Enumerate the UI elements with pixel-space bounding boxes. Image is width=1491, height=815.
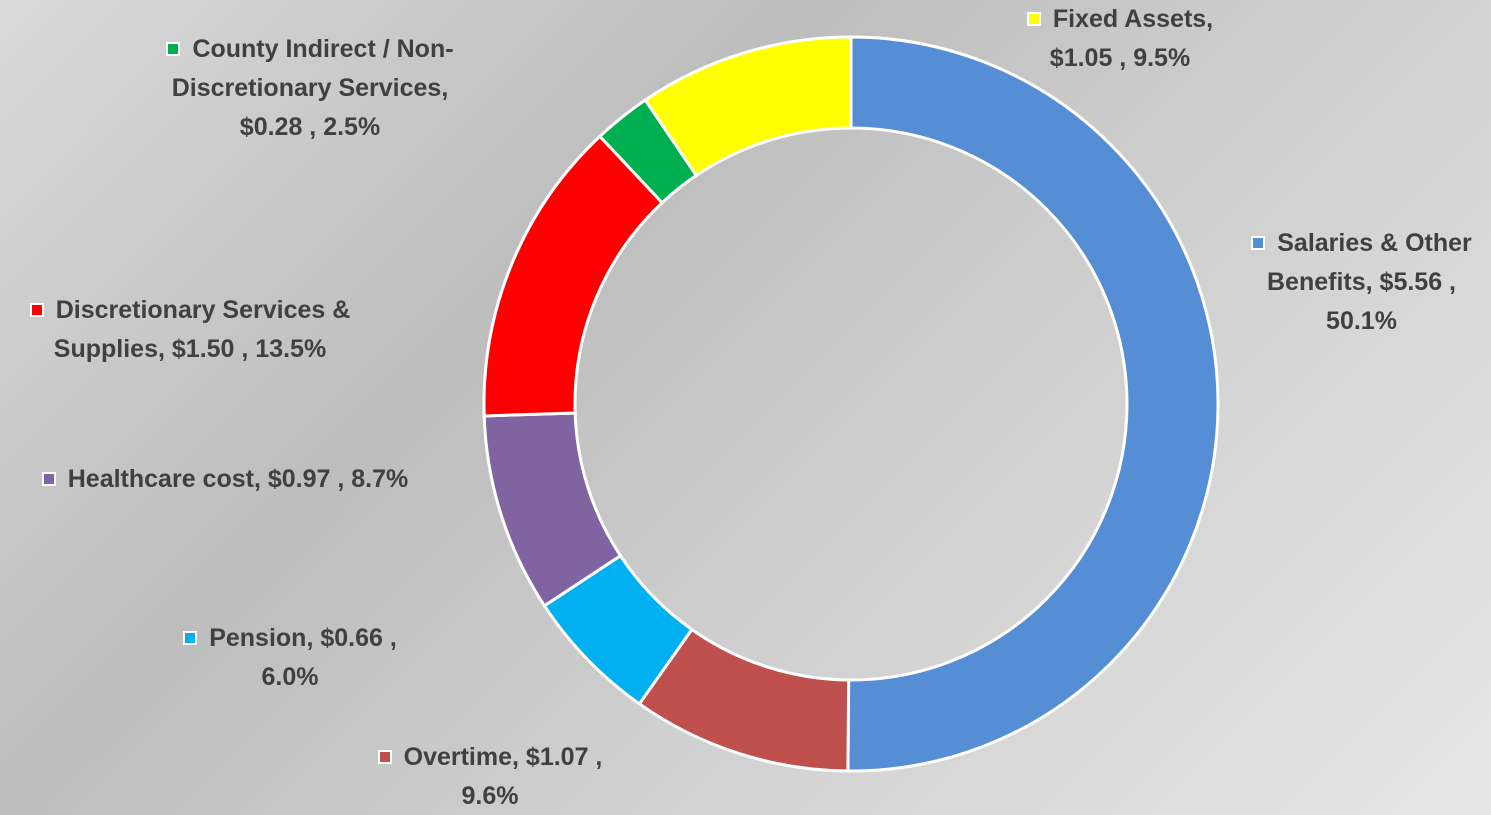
- label-marker: [30, 303, 44, 317]
- label-marker: [1027, 12, 1041, 26]
- donut-slice: [484, 136, 662, 416]
- data-label: Discretionary Services & Supplies, $1.50…: [0, 291, 380, 369]
- data-label: Pension, $0.66 , 6.0%: [180, 619, 400, 697]
- donut-slice: [848, 37, 1218, 771]
- category-name: Healthcare cost,: [68, 465, 261, 493]
- data-label: Fixed Assets, $1.05 , 9.5%: [1000, 0, 1240, 78]
- category-name: County Indirect / Non-Discretionary Serv…: [172, 35, 454, 102]
- label-marker: [1251, 236, 1265, 250]
- category-name: Pension,: [209, 624, 313, 652]
- data-label: County Indirect / Non-Discretionary Serv…: [145, 30, 475, 147]
- category-name: Fixed Assets,: [1053, 5, 1213, 33]
- label-marker: [378, 750, 392, 764]
- data-label: Salaries & Other Benefits, $5.56 , 50.1%: [1232, 224, 1491, 341]
- label-marker: [183, 631, 197, 645]
- data-label: Healthcare cost, $0.97 , 8.7%: [40, 460, 410, 499]
- value-label: $0.28 , 2.5%: [240, 113, 380, 141]
- data-label: Overtime, $1.07 , 9.6%: [370, 738, 610, 815]
- label-marker: [42, 472, 56, 486]
- category-name: Overtime,: [404, 743, 519, 771]
- value-label: $1.05 , 9.5%: [1050, 44, 1190, 72]
- label-marker: [166, 42, 180, 56]
- page: Salaries & Other Benefits, $5.56 , 50.1%…: [0, 0, 1491, 815]
- value-label: $0.97 , 8.7%: [268, 465, 408, 493]
- value-label: $1.50 , 13.5%: [172, 335, 326, 363]
